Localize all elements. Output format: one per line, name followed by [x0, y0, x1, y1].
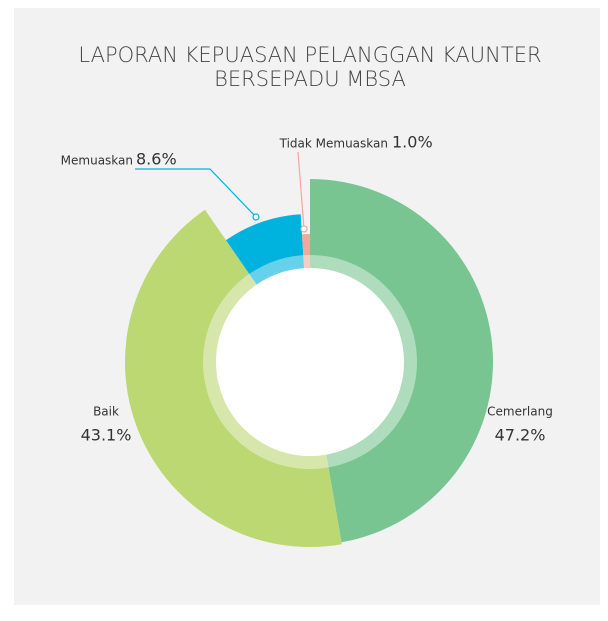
leader-line: [297, 151, 305, 230]
chart-title: LAPORAN KEPUASAN PELANGGAN KAUNTER: [78, 43, 541, 67]
chart-title: BERSEPADU MBSA: [214, 67, 406, 91]
category-label: Tidak Memuaskan: [279, 137, 388, 151]
category-label: Baik: [93, 405, 119, 419]
leader-line: [135, 168, 257, 218]
leader-dot: [252, 213, 260, 221]
value-label: 43.1%: [81, 426, 132, 445]
value-label: 47.2%: [495, 426, 546, 445]
category-label: Memuaskan: [61, 154, 133, 168]
value-label: 8.6%: [136, 150, 177, 169]
category-label: Cemerlang: [487, 405, 553, 419]
value-label: 1.0%: [392, 133, 433, 152]
donut-hole: [216, 268, 404, 456]
leader-dot: [300, 225, 308, 233]
